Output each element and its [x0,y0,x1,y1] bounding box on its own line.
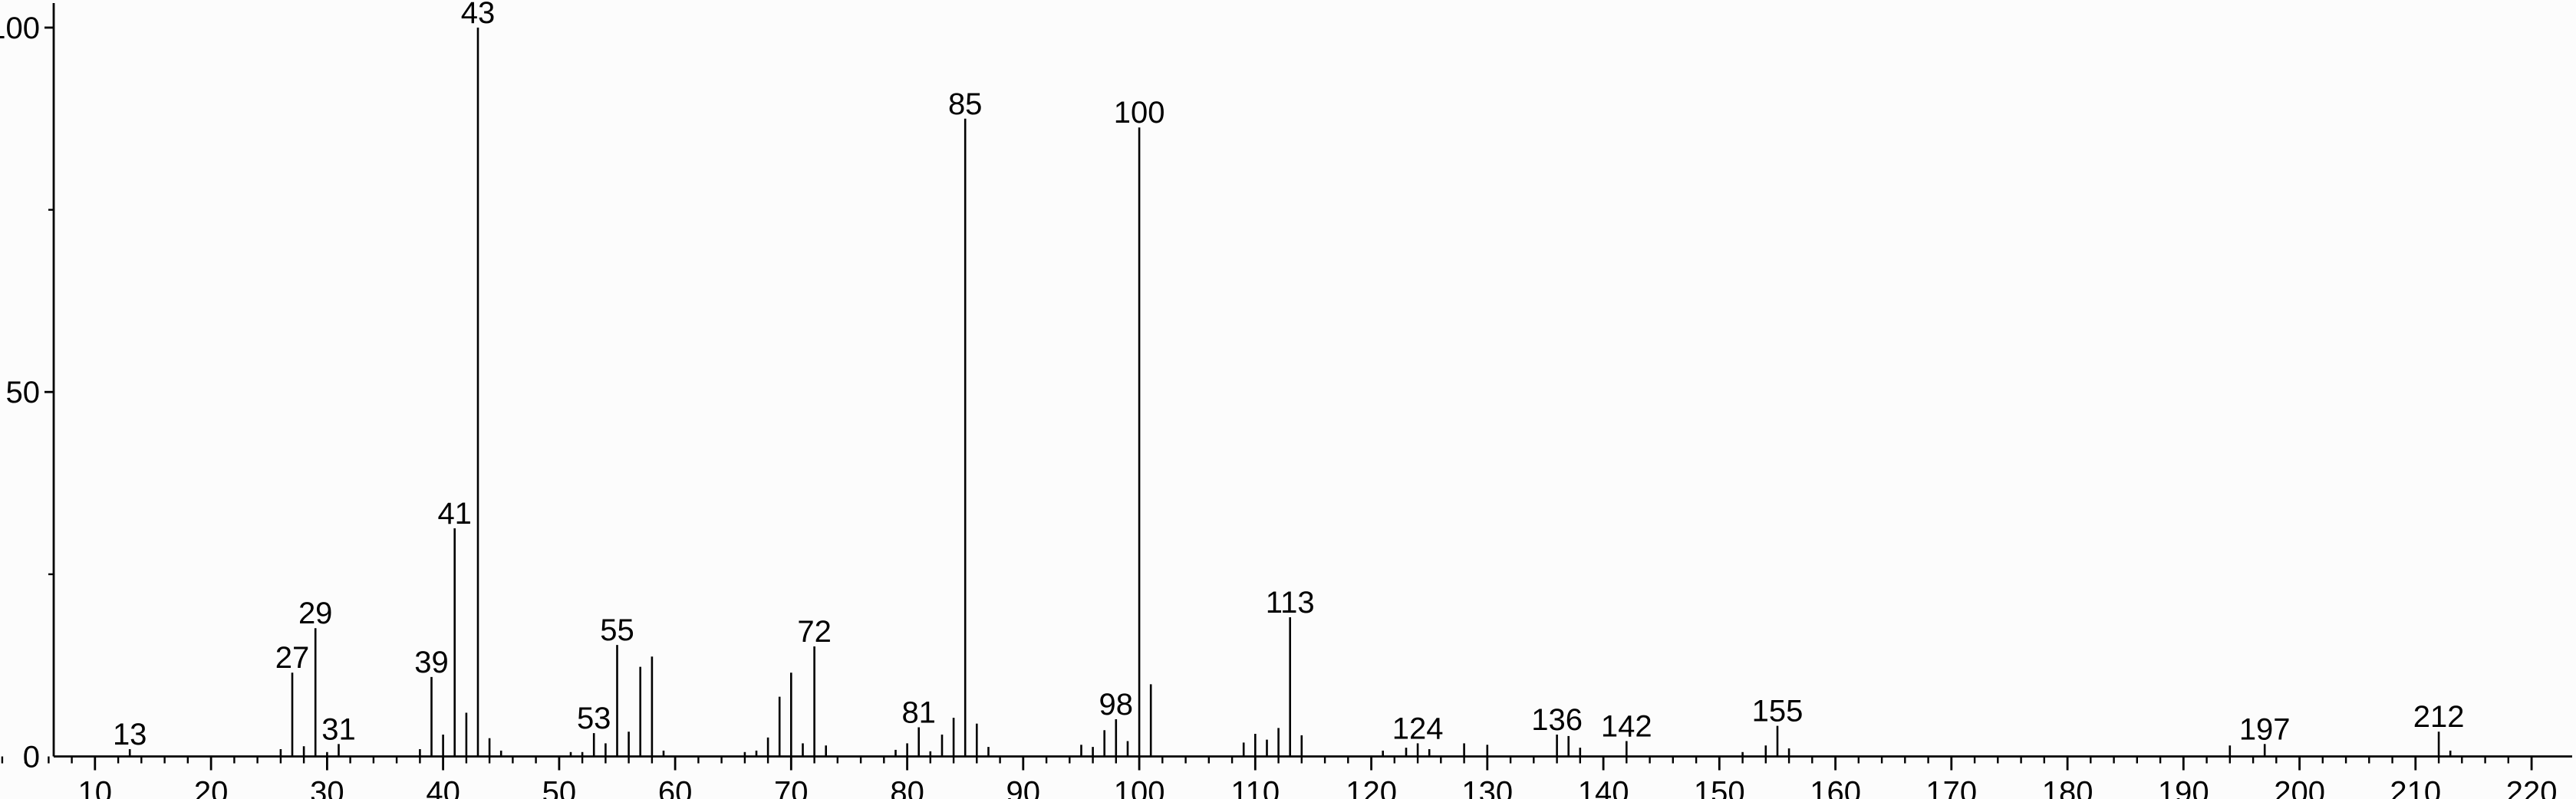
svg-text:140: 140 [1578,776,1629,799]
svg-text:31: 31 [321,712,356,746]
svg-text:60: 60 [658,776,693,799]
svg-text:113: 113 [1266,586,1315,620]
svg-text:160: 160 [1810,776,1861,799]
svg-text:124: 124 [1392,712,1444,745]
svg-text:10: 10 [78,776,113,799]
svg-text:81: 81 [901,696,936,730]
svg-text:70: 70 [774,776,809,799]
svg-text:100: 100 [0,12,40,45]
svg-text:40: 40 [426,776,460,799]
svg-text:53: 53 [577,702,611,735]
svg-text:39: 39 [414,646,449,679]
svg-text:100: 100 [1114,776,1165,799]
svg-text:142: 142 [1601,710,1652,744]
svg-text:197: 197 [2239,712,2291,746]
svg-text:80: 80 [890,776,924,799]
svg-text:190: 190 [2158,776,2209,799]
svg-text:50: 50 [542,776,577,799]
svg-text:72: 72 [797,615,832,649]
svg-text:55: 55 [600,613,634,647]
svg-text:170: 170 [1925,776,1977,799]
svg-text:210: 210 [2390,776,2441,799]
svg-text:150: 150 [1694,776,1745,799]
svg-text:120: 120 [1346,776,1397,799]
svg-text:100: 100 [1114,96,1165,130]
svg-text:13: 13 [113,718,147,751]
svg-text:110: 110 [1230,776,1280,799]
svg-text:212: 212 [2413,700,2465,734]
svg-text:200: 200 [2274,776,2325,799]
svg-text:50: 50 [6,376,41,409]
svg-text:136: 136 [1531,703,1583,737]
svg-text:85: 85 [948,87,983,121]
svg-text:180: 180 [2042,776,2093,799]
svg-text:20: 20 [194,776,229,799]
svg-text:30: 30 [310,776,344,799]
svg-text:29: 29 [298,597,333,630]
svg-text:130: 130 [1461,776,1513,799]
svg-text:220: 220 [2506,776,2558,799]
svg-text:43: 43 [461,0,496,30]
svg-text:155: 155 [1752,695,1804,728]
svg-text:41: 41 [437,497,472,531]
svg-text:98: 98 [1099,688,1134,722]
svg-text:90: 90 [1006,776,1041,799]
svg-text:27: 27 [275,641,310,675]
